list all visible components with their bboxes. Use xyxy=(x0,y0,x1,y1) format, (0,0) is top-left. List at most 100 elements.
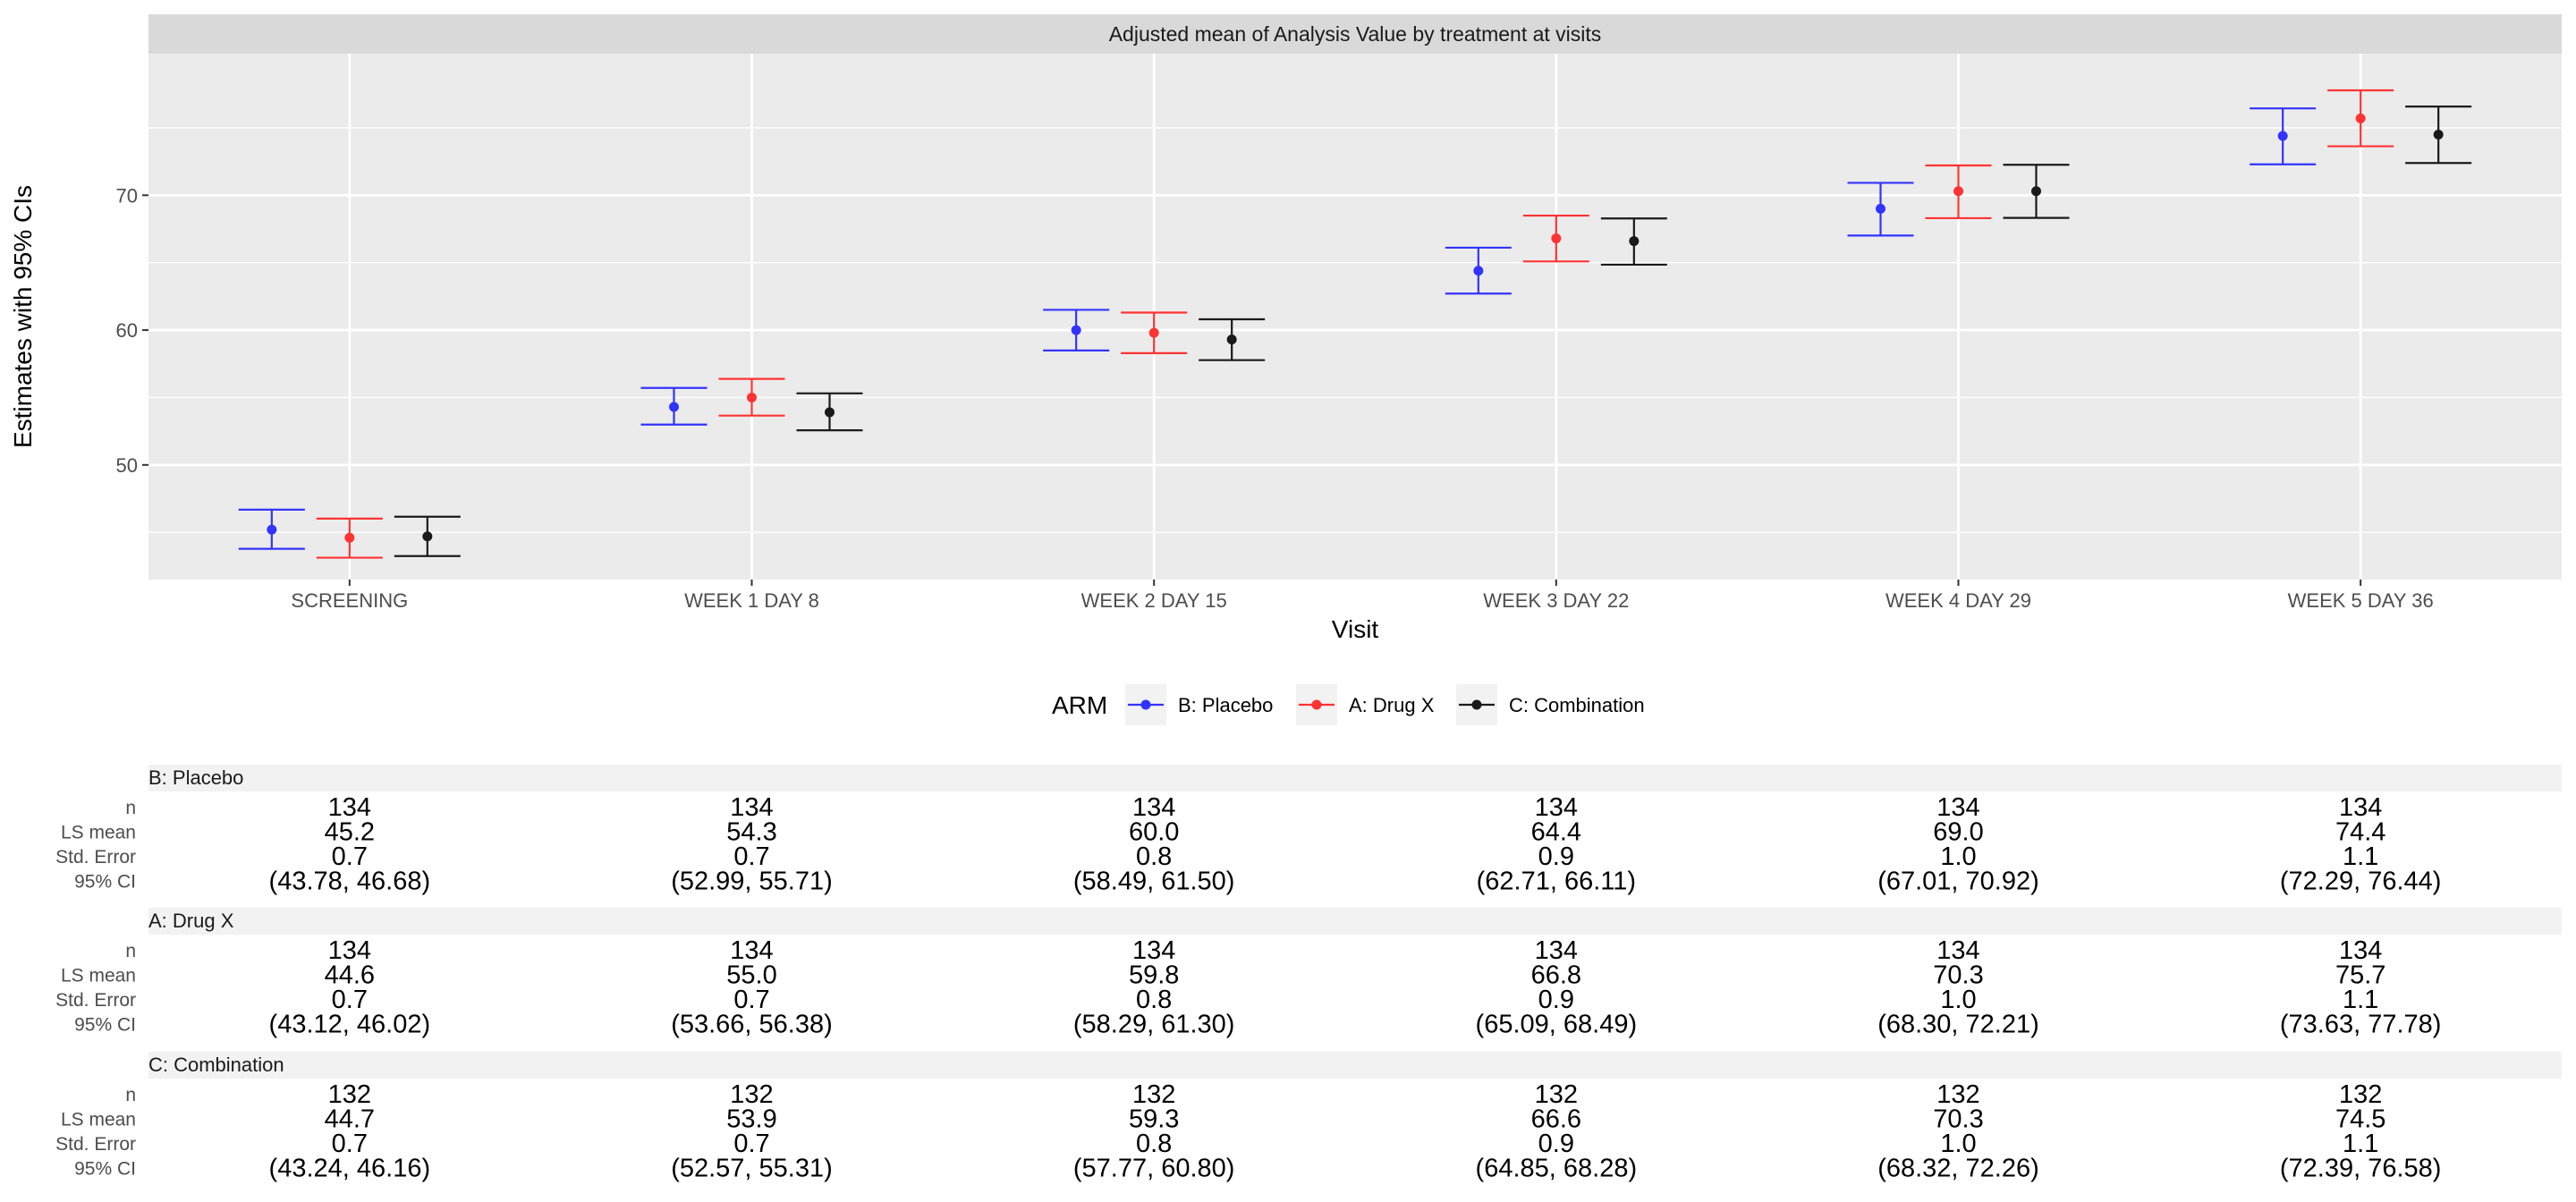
table-cell: 134 xyxy=(1936,936,1979,965)
table-group-strip xyxy=(148,908,2562,935)
table-cell: 134 xyxy=(328,936,371,965)
chart-title: Adjusted mean of Analysis Value by treat… xyxy=(1109,22,1602,46)
table-row: LS mean 45.2 54.3 60.0 64.4 69.0 74.4 xyxy=(61,818,2385,847)
table-group-strip xyxy=(148,1052,2562,1079)
table-cell: 0.7 xyxy=(332,986,368,1014)
table-row: LS mean 44.6 55.0 59.8 66.8 70.3 75.7 xyxy=(61,961,2385,990)
table-group-2: A: Drug X n 134 134 134 134 134 134 LS mean 44.6 5… xyxy=(55,908,2562,1039)
table-cell: 55.0 xyxy=(726,961,776,990)
table-cell: 70.3 xyxy=(1933,961,1983,990)
table-cell: 132 xyxy=(1132,1080,1175,1109)
table-cell: 1.1 xyxy=(2343,1130,2378,1158)
data-point xyxy=(747,392,757,402)
table-row-label: Std. Error xyxy=(55,1134,136,1155)
table-cell: 66.8 xyxy=(1531,961,1581,990)
x-tick-label: WEEK 4 DAY 29 xyxy=(1885,589,2031,612)
table-cell: 1.1 xyxy=(2343,986,2378,1014)
y-tick-label: 60 xyxy=(116,319,138,342)
series-1 xyxy=(238,107,2317,550)
data-point xyxy=(1953,186,1963,197)
table-cell: (62.71, 66.11) xyxy=(1477,868,1636,896)
table-row: 95% CI (43.78, 46.68) (52.99, 55.71) (58.49… xyxy=(74,868,2441,896)
x-tick-label: SCREENING xyxy=(291,589,408,612)
table-row: 95% CI (43.24, 46.16) (52.57, 55.31) (57.77… xyxy=(74,1155,2441,1183)
table-cell: 134 xyxy=(1132,936,1175,965)
table-cell: (52.99, 55.71) xyxy=(671,868,833,896)
data-point xyxy=(1876,203,1885,214)
table-cell: 1.0 xyxy=(1940,1130,1976,1158)
table-cell: 54.3 xyxy=(726,818,776,847)
table-row: LS mean 44.7 53.9 59.3 66.6 70.3 74.5 xyxy=(61,1105,2385,1134)
table-cell: 59.3 xyxy=(1129,1105,1179,1134)
table-cell: (52.57, 55.31) xyxy=(671,1155,833,1183)
x-tick-label: WEEK 5 DAY 36 xyxy=(2288,589,2434,612)
table-cell: 132 xyxy=(730,1080,773,1109)
title-strip xyxy=(148,14,2562,54)
table-row-label: 95% CI xyxy=(74,872,136,893)
table-row: n 134 134 134 134 134 134 xyxy=(125,793,2382,822)
y-tick-label: 70 xyxy=(116,184,138,207)
legend-label: A: Drug X xyxy=(1349,694,1435,716)
table-cell: 134 xyxy=(1535,936,1578,965)
table-cell: 1.1 xyxy=(2343,842,2378,871)
table-cell: (72.29, 76.44) xyxy=(2280,868,2442,896)
table-cell: 134 xyxy=(1132,793,1175,822)
x-tick-label: WEEK 3 DAY 22 xyxy=(1483,589,1629,612)
data-point xyxy=(825,407,835,418)
table-row-label: 95% CI xyxy=(74,1159,136,1180)
table-cell: (65.09, 68.49) xyxy=(1476,1011,1638,1039)
table-cell: 0.9 xyxy=(1538,986,1574,1014)
table-cell: 134 xyxy=(2339,936,2382,965)
table-cell: 132 xyxy=(1936,1080,1979,1109)
table-cell: 69.0 xyxy=(1933,818,1983,847)
x-axis-title: Visit xyxy=(1332,615,1379,643)
table-cell: (43.24, 46.16) xyxy=(269,1155,431,1183)
table-group-strip xyxy=(148,765,2562,791)
table-cell: 45.2 xyxy=(325,818,375,847)
table-cell: 1.0 xyxy=(1940,986,1976,1014)
table-row-label: LS mean xyxy=(61,823,136,843)
table-cell: 74.5 xyxy=(2335,1105,2385,1134)
data-point xyxy=(267,524,277,535)
table-cell: 60.0 xyxy=(1129,818,1179,847)
table-cell: 132 xyxy=(2339,1080,2382,1109)
table-row: 95% CI (43.12, 46.02) (53.66, 56.38) (58.29… xyxy=(74,1011,2441,1039)
table-cell: (73.63, 77.78) xyxy=(2280,1011,2442,1039)
legend-key-point xyxy=(1311,699,1322,710)
y-axis-title: Estimates with 95% CIs xyxy=(9,185,37,448)
y-tick-label: 50 xyxy=(116,454,138,477)
table-cell: 59.8 xyxy=(1129,961,1179,990)
table-row-label: 95% CI xyxy=(74,1015,136,1036)
table-row: Std. Error 0.7 0.7 0.8 0.9 1.0 1.1 xyxy=(55,1130,2378,1158)
table-cell: 0.7 xyxy=(733,842,769,871)
table-cell: (64.85, 68.28) xyxy=(1476,1155,1638,1183)
table-cell: 44.6 xyxy=(325,961,375,990)
legend: ARM B: Placebo A: Drug X C: Combination xyxy=(1052,684,1645,725)
data-point xyxy=(1473,266,1484,276)
table-cell: (57.77, 60.80) xyxy=(1073,1155,1235,1183)
data-point xyxy=(2277,131,2288,141)
table-group-1: B: Placebo n 134 134 134 134 134 134 LS mean 45.2… xyxy=(55,765,2562,896)
table-cell: 0.9 xyxy=(1538,1130,1574,1158)
data-point xyxy=(344,532,355,543)
table-cell: (68.30, 72.21) xyxy=(1877,1011,2039,1039)
panel-background xyxy=(148,54,2562,580)
table-cell: 134 xyxy=(730,793,773,822)
series-3 xyxy=(394,106,2472,557)
data-point xyxy=(1226,334,1237,345)
table-cell: (72.39, 76.58) xyxy=(2280,1155,2442,1183)
data-point xyxy=(1629,236,1640,247)
data-point xyxy=(1551,233,1562,244)
table-row-label: n xyxy=(125,1085,136,1105)
table-cell: 134 xyxy=(1936,793,1979,822)
table-cell: 44.7 xyxy=(325,1105,375,1134)
table-cell: 134 xyxy=(730,936,773,965)
table-cell: (58.29, 61.30) xyxy=(1073,1011,1235,1039)
table-row-label: Std. Error xyxy=(55,990,136,1011)
table-cell: (43.78, 46.68) xyxy=(269,868,431,896)
data-point xyxy=(2433,129,2444,140)
data-point xyxy=(669,402,679,412)
table-group-title: B: Placebo xyxy=(148,766,243,789)
table-cell: 134 xyxy=(1535,793,1578,822)
